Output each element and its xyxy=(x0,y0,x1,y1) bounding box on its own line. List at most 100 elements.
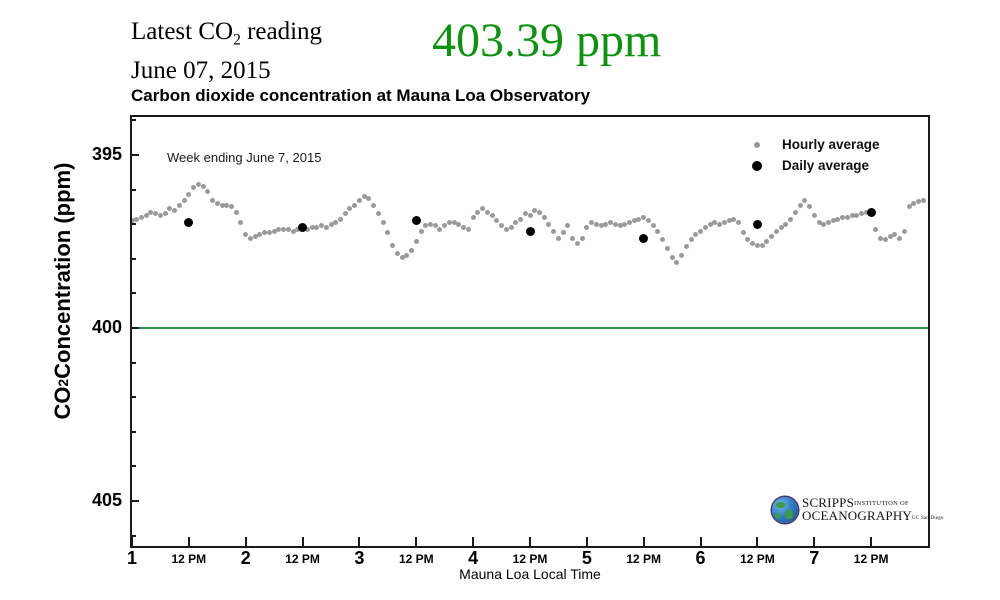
hourly-average-point xyxy=(807,204,813,210)
hourly-average-point xyxy=(650,223,656,229)
hourly-average-point xyxy=(693,232,699,238)
hourly-average-point xyxy=(849,213,855,219)
hourly-average-point xyxy=(669,254,675,260)
x-axis-tick xyxy=(699,537,702,546)
hourly-average-point xyxy=(210,197,216,203)
hourly-average-point xyxy=(513,220,519,226)
hourly-average-point xyxy=(176,202,182,208)
hourly-average-point xyxy=(878,235,884,241)
hourly-average-point xyxy=(214,200,220,206)
hourly-average-point xyxy=(347,206,353,212)
hourly-average-point xyxy=(172,207,178,213)
hourly-average-point xyxy=(480,206,486,212)
x-axis-tick xyxy=(870,537,873,546)
hourly-average-point xyxy=(394,251,400,257)
hourly-average-point xyxy=(536,209,542,215)
hourly-average-point xyxy=(295,226,301,232)
x-axis-day-label: 2 xyxy=(240,548,251,568)
hourly-average-point xyxy=(319,223,325,229)
scripps-logo: SCRIPPSINSTITUTION OF OCEANOGRAPHYUC San… xyxy=(772,494,943,526)
x-axis-tick xyxy=(472,537,475,546)
daily-average-point xyxy=(639,233,649,243)
hourly-average-point xyxy=(323,225,329,231)
hourly-average-point xyxy=(560,230,566,236)
hourly-average-point xyxy=(442,223,448,229)
x-axis-noon-label: 12 PM xyxy=(398,552,434,566)
hourly-average-point xyxy=(503,226,509,232)
hourly-average-point xyxy=(631,218,637,224)
y-axis-minor-tick xyxy=(130,396,136,399)
latest-reading-label: Latest CO2 reading xyxy=(131,18,323,49)
hourly-average-point xyxy=(461,225,467,231)
hourly-average-point xyxy=(262,230,268,236)
daily-average-point xyxy=(866,207,876,217)
hourly-average-point xyxy=(527,213,533,219)
hourly-average-point xyxy=(698,228,704,234)
daily-average-point xyxy=(184,218,194,228)
plot-canvas: Week ending June 7, 2015 Hourly average … xyxy=(132,117,928,546)
y-axis-minor-tick xyxy=(130,534,136,537)
plot-area: Week ending June 7, 2015 Hourly average … xyxy=(130,115,930,548)
y-axis-minor-tick xyxy=(130,361,136,364)
hourly-average-point xyxy=(333,220,339,226)
hourly-average-point xyxy=(356,197,362,203)
hourly-average-point xyxy=(309,225,315,231)
hourly-average-point xyxy=(390,242,396,248)
hourly-average-point xyxy=(840,214,846,220)
y-axis-tick xyxy=(130,500,139,503)
hourly-average-point xyxy=(157,213,163,219)
scripps-logo-line1: SCRIPPSINSTITUTION OF xyxy=(802,495,909,510)
hourly-average-point xyxy=(281,226,287,232)
hourly-average-point xyxy=(854,213,860,219)
hourly-average-point xyxy=(830,218,836,224)
hourly-average-point xyxy=(494,218,500,224)
hourly-average-point xyxy=(219,202,225,208)
y-axis-tick-label: 395 xyxy=(91,144,122,165)
x-axis-day-label: 6 xyxy=(695,548,706,568)
hourly-average-point xyxy=(593,221,599,227)
hourly-average-point xyxy=(475,209,481,215)
hourly-average-point xyxy=(721,220,727,226)
hourly-average-point xyxy=(906,204,912,210)
hourly-average-point xyxy=(413,239,419,245)
hourly-average-point xyxy=(882,237,888,243)
hourly-average-point xyxy=(508,225,514,231)
x-axis-day-label: 7 xyxy=(809,548,820,568)
hourly-average-point xyxy=(901,228,907,234)
hourly-average-point xyxy=(688,237,694,243)
hourly-average-point xyxy=(655,228,661,234)
hourly-average-point xyxy=(195,181,201,187)
x-axis-tick xyxy=(756,537,759,546)
hourly-average-point xyxy=(608,220,614,226)
hourly-average-point xyxy=(764,239,770,245)
hourly-average-point xyxy=(844,214,850,220)
scripps-logo-line2: OCEANOGRAPHYUC San Diego xyxy=(802,508,944,523)
hourly-average-point xyxy=(712,220,718,226)
hourly-average-point xyxy=(532,207,538,213)
hourly-average-point xyxy=(797,202,803,208)
hourly-average-point xyxy=(546,221,552,227)
hourly-average-point xyxy=(162,211,168,217)
x-axis-noon-label: 12 PM xyxy=(853,552,889,566)
hourly-average-point xyxy=(432,223,438,229)
hourly-average-point xyxy=(664,245,670,251)
hourly-average-point xyxy=(328,221,334,227)
hourly-average-point xyxy=(565,223,571,229)
hourly-average-point xyxy=(257,232,263,238)
x-axis-day-label: 1 xyxy=(126,548,137,568)
co2-subscript: 2 xyxy=(233,31,241,49)
hourly-average-point xyxy=(418,228,424,234)
hourly-average-point xyxy=(740,230,746,236)
hourly-average-point xyxy=(916,199,922,205)
x-axis-tick xyxy=(244,537,247,546)
y-axis-minor-tick xyxy=(130,465,136,468)
hourly-average-point xyxy=(579,235,585,241)
hourly-average-point xyxy=(598,223,604,229)
hourly-average-point xyxy=(134,216,140,222)
hourly-average-point xyxy=(555,235,561,241)
hourly-average-point xyxy=(826,220,831,226)
hourly-average-point xyxy=(399,254,405,260)
hourly-average-point xyxy=(783,221,789,227)
hourly-average-point xyxy=(342,211,348,217)
